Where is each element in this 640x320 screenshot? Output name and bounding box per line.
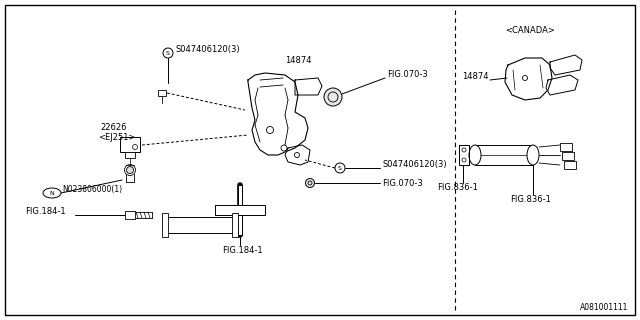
Bar <box>162 213 168 237</box>
Ellipse shape <box>469 145 481 165</box>
Bar <box>215 205 265 215</box>
Text: FIG.184-1: FIG.184-1 <box>222 245 262 254</box>
Bar <box>564 161 576 169</box>
Text: FIG.070-3: FIG.070-3 <box>382 179 423 188</box>
Bar <box>475 145 533 165</box>
Text: FIG.836-1: FIG.836-1 <box>510 195 551 204</box>
Text: S: S <box>338 165 342 171</box>
Text: N023806000(1): N023806000(1) <box>62 185 122 194</box>
Text: 14874: 14874 <box>285 55 312 65</box>
Polygon shape <box>295 78 322 95</box>
Text: <EJ251>: <EJ251> <box>98 132 136 141</box>
Polygon shape <box>505 58 552 100</box>
FancyBboxPatch shape <box>125 211 135 219</box>
Bar <box>232 213 238 237</box>
Bar <box>238 185 242 235</box>
Polygon shape <box>248 73 308 155</box>
Circle shape <box>305 179 314 188</box>
Bar <box>125 152 135 158</box>
Text: FIG.070-3: FIG.070-3 <box>387 69 428 78</box>
Text: N: N <box>50 190 54 196</box>
Polygon shape <box>459 145 469 165</box>
Text: FIG.184-1: FIG.184-1 <box>25 206 66 215</box>
Bar <box>165 217 235 233</box>
Bar <box>562 152 574 160</box>
Bar <box>560 143 572 151</box>
Text: <CANADA>: <CANADA> <box>505 26 555 35</box>
Text: 22626: 22626 <box>100 123 127 132</box>
FancyBboxPatch shape <box>158 90 166 96</box>
Circle shape <box>324 88 342 106</box>
Text: 14874: 14874 <box>462 71 488 81</box>
Text: S047406120(3): S047406120(3) <box>175 44 239 53</box>
Text: FIG.836-1: FIG.836-1 <box>437 182 478 191</box>
Text: A081001111: A081001111 <box>580 303 628 312</box>
Bar <box>120 137 140 152</box>
Polygon shape <box>546 75 578 95</box>
Circle shape <box>127 166 134 173</box>
Text: S047406120(3): S047406120(3) <box>382 159 447 169</box>
Polygon shape <box>285 145 310 165</box>
Ellipse shape <box>527 145 539 165</box>
Polygon shape <box>550 55 582 75</box>
Text: S: S <box>166 51 170 55</box>
